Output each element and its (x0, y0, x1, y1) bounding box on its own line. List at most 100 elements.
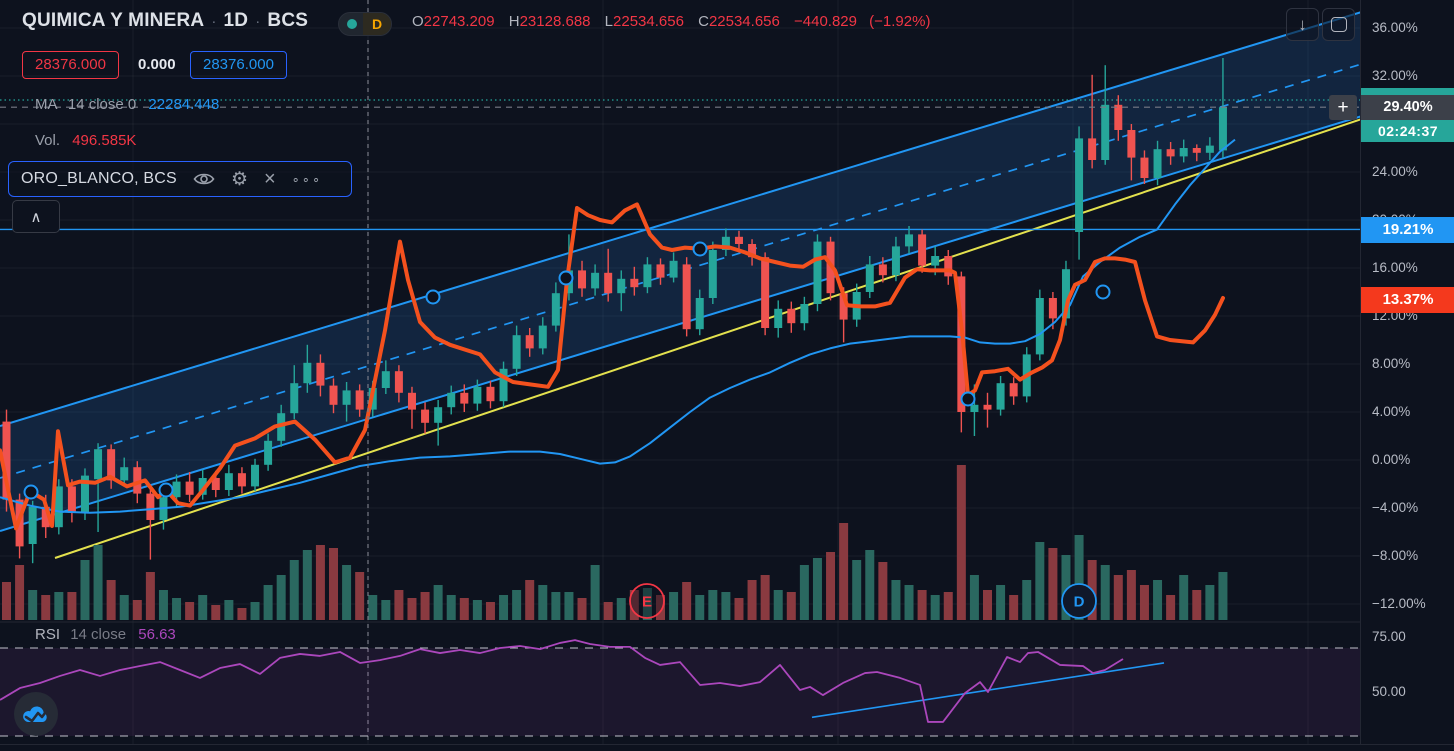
candle-body (813, 241, 822, 304)
drawing-anchor-handle (425, 289, 441, 305)
volume-bar (67, 592, 77, 620)
candle-body (434, 407, 443, 423)
volume-indicator-row[interactable]: Vol. 496.585K (35, 132, 136, 149)
time-axis[interactable] (0, 744, 1454, 751)
volume-bar (839, 523, 849, 620)
market-open-dot-icon (347, 19, 357, 29)
volume-bar (459, 598, 469, 620)
eye-icon[interactable] (193, 171, 215, 187)
channel-mid-dashed-line (0, 35, 1454, 479)
volume-bar (1179, 575, 1189, 620)
interval-label[interactable]: 1D (223, 10, 249, 31)
volume-bar (119, 595, 129, 620)
price-axis-tick: −4.00% (1372, 500, 1419, 515)
candle-body (578, 270, 587, 289)
candle-body (761, 257, 770, 328)
candle-body (172, 481, 181, 498)
orange-line-price-badge: 13.37% (1361, 287, 1454, 313)
volume-bar (865, 550, 875, 620)
price-level-red-box[interactable]: 28376.000 (22, 51, 119, 79)
volume-bar (211, 605, 221, 620)
volume-bar (355, 572, 365, 620)
volume-bar (904, 585, 914, 620)
comparison-symbol[interactable]: ORO_BLANCO, BCS (21, 170, 177, 187)
candle-body (1075, 138, 1084, 232)
volume-bar (1100, 565, 1110, 620)
volume-bar (263, 585, 273, 620)
volume-bar (642, 588, 652, 620)
change-percent: (−1.92%) (869, 13, 931, 30)
price-axis-tick: 24.00% (1372, 164, 1418, 179)
volume-bar (446, 595, 456, 620)
dividend-marker (1061, 583, 1097, 619)
symbol-header[interactable]: QUIMICA Y MINERA · 1D · BCS (22, 10, 308, 32)
volume-bar (1009, 595, 1019, 620)
candle-body (905, 234, 914, 247)
volume-bar (80, 560, 90, 620)
more-options-icon[interactable]: ∘∘∘ (291, 171, 323, 187)
candle-body (394, 371, 403, 393)
download-button[interactable]: ↓ (1286, 8, 1319, 41)
collapse-panel-button[interactable]: ∧ (12, 200, 60, 233)
volume-bar (538, 585, 548, 620)
volume-bar (551, 592, 561, 620)
candle-body (944, 256, 953, 277)
candle-body (290, 383, 299, 414)
volume-bar (1126, 570, 1136, 620)
candle-body (630, 278, 639, 288)
price-axis-tick: 4.00% (1372, 404, 1411, 419)
ma-indicator-row[interactable]: MA 14 close 0 22284.448 (35, 96, 219, 113)
change-value: −440.829 (794, 13, 857, 30)
price-axis-tick: 32.00% (1372, 68, 1418, 83)
candle-body (342, 390, 351, 405)
candle-body (486, 386, 495, 402)
volume-bar (1218, 572, 1228, 620)
candle-body (787, 308, 796, 324)
candle-body (656, 264, 665, 278)
candle-body (499, 368, 508, 402)
candle-body (133, 467, 142, 494)
rsi-line (0, 639, 1124, 723)
volume-bar (1166, 595, 1176, 620)
separator-dot: · (255, 13, 261, 30)
candle-body (839, 293, 848, 320)
price-axis[interactable]: 36.00%32.00%28.00%24.00%20.00%16.00%12.0… (1360, 0, 1454, 744)
fullscreen-button[interactable] (1322, 8, 1355, 41)
candle-body (512, 335, 521, 369)
volume-bar (485, 602, 495, 620)
interval-badge[interactable]: D (363, 13, 391, 35)
close-icon[interactable]: × (263, 168, 276, 190)
candle-body (525, 335, 534, 349)
candle-body (538, 325, 547, 349)
comparison-legend-box[interactable]: ORO_BLANCO, BCS ⚙ × ∘∘∘ (8, 161, 352, 197)
volume-bar (315, 545, 325, 620)
candle-body (1048, 298, 1057, 319)
price-axis-tick: 0.00% (1372, 452, 1411, 467)
drawing-anchor-handle (1095, 284, 1111, 300)
volume-bar (407, 598, 417, 620)
tradingview-logo[interactable] (14, 692, 58, 736)
candle-body (918, 234, 927, 266)
price-level-blue-box[interactable]: 28376.000 (190, 51, 287, 79)
market-status-toggle[interactable]: D (338, 12, 392, 36)
candle-body (734, 236, 743, 244)
gear-icon[interactable]: ⚙ (230, 168, 248, 190)
candle-body (421, 409, 430, 423)
candle-body (28, 506, 37, 544)
last-price-label-strip (1361, 88, 1454, 95)
crosshair-add-alert-plus-icon[interactable]: + (1329, 95, 1357, 120)
symbol-title[interactable]: QUIMICA Y MINERA (22, 10, 205, 31)
price-axis-tick: −8.00% (1372, 548, 1419, 563)
candle-body (643, 264, 652, 288)
candle-body (865, 264, 874, 292)
high-value: 23128.688 (519, 13, 591, 30)
volume-bar (1113, 575, 1123, 620)
volume-bar (1192, 590, 1202, 620)
fullscreen-icon (1330, 17, 1347, 32)
exchange-label[interactable]: BCS (267, 10, 309, 31)
rsi-axis-tick: 75.00 (1372, 629, 1406, 644)
volume-bar (237, 608, 247, 620)
rsi-indicator-row[interactable]: RSI 14 close 56.63 (35, 626, 176, 643)
volume-bar (15, 565, 25, 620)
